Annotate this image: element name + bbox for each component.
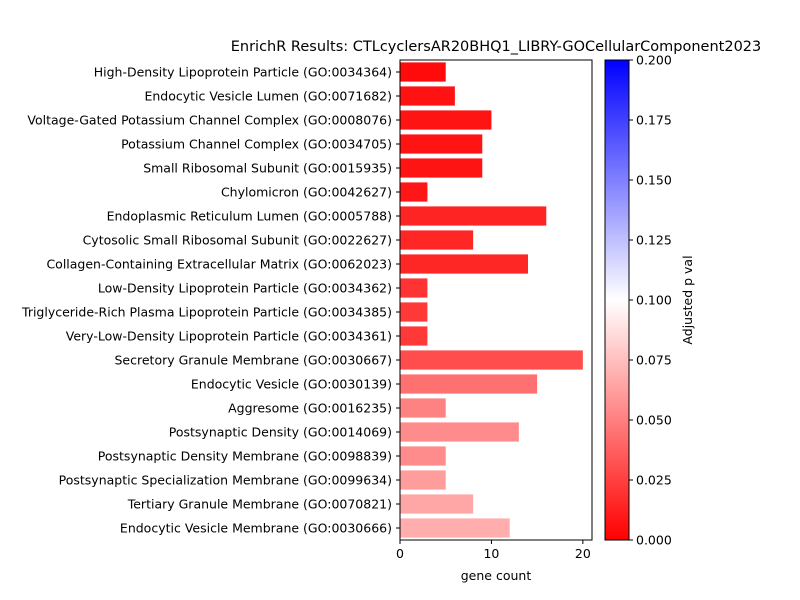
- bar-11: [400, 326, 428, 346]
- category-label-1: Endocytic Vesicle Lumen (GO:0071682): [144, 89, 392, 104]
- bar-2: [400, 110, 492, 130]
- bar-4: [400, 158, 483, 178]
- bar-19: [400, 518, 510, 538]
- bar-12: [400, 350, 583, 370]
- plot-frame: [399, 59, 593, 541]
- x-axis-label: gene count: [461, 568, 532, 583]
- colorbar-gradient: [604, 59, 630, 541]
- colorbar-tick-label-7: 0.175: [636, 113, 672, 128]
- bar-7: [400, 230, 474, 250]
- colorbar-tick-label-4: 0.100: [636, 293, 672, 308]
- x-tick-label-0: 0: [396, 546, 404, 561]
- category-label-3: Potassium Channel Complex (GO:0034705): [121, 137, 392, 152]
- category-label-4: Small Ribosomal Subunit (GO:0015935): [143, 161, 392, 176]
- bar-3: [400, 134, 483, 154]
- bar-9: [400, 278, 428, 298]
- colorbar-tick-label-3: 0.075: [636, 353, 672, 368]
- category-label-8: Collagen-Containing Extracellular Matrix…: [46, 257, 392, 272]
- category-labels: High-Density Lipoprotein Particle (GO:00…: [21, 65, 400, 536]
- chart-title: EnrichR Results: CTLcyclersAR20BHQ1_LIBR…: [231, 39, 762, 55]
- category-label-12: Secretory Granule Membrane (GO:0030667): [115, 353, 393, 368]
- bar-5: [400, 182, 428, 202]
- bar-6: [400, 206, 547, 226]
- bar-18: [400, 494, 474, 514]
- colorbar: 0.000 0.025 0.050 0.075 0.100 0.125 0.150 0.175…: [604, 53, 695, 548]
- category-label-5: Chylomicron (GO:0042627): [221, 185, 392, 200]
- bar-14: [400, 398, 446, 418]
- colorbar-ticks: 0.000 0.025 0.050 0.075 0.100 0.125 0.150 0.175…: [629, 53, 672, 548]
- bar-0: [400, 62, 446, 82]
- category-label-11: Very-Low-Density Lipoprotein Particle (G…: [66, 329, 392, 344]
- x-tick-label-1: 10: [483, 546, 499, 561]
- colorbar-tick-label-2: 0.050: [636, 413, 672, 428]
- bars-group: [400, 62, 583, 538]
- bar-10: [400, 302, 428, 322]
- category-label-19: Endocytic Vesicle Membrane (GO:0030666): [120, 521, 392, 536]
- bar-16: [400, 446, 446, 466]
- colorbar-tick-label-0: 0.000: [636, 533, 672, 548]
- bar-8: [400, 254, 528, 274]
- category-label-2: Voltage-Gated Potassium Channel Complex …: [27, 113, 392, 128]
- colorbar-tick-label-1: 0.025: [636, 473, 672, 488]
- colorbar-tick-label-6: 0.150: [636, 173, 672, 188]
- category-label-16: Postsynaptic Density Membrane (GO:009883…: [98, 449, 392, 464]
- colorbar-tick-label-8: 0.200: [636, 53, 672, 68]
- category-label-6: Endoplasmic Reticulum Lumen (GO:0005788): [107, 209, 392, 224]
- colorbar-label: Adjusted p val: [680, 255, 695, 344]
- x-axis: 0 10 20: [396, 540, 591, 561]
- category-label-10: Triglyceride-Rich Plasma Lipoprotein Par…: [21, 305, 392, 320]
- colorbar-tick-label-5: 0.125: [636, 233, 672, 248]
- category-label-13: Endocytic Vesicle (GO:0030139): [191, 377, 392, 392]
- category-label-17: Postsynaptic Specialization Membrane (GO…: [59, 473, 392, 488]
- category-label-14: Aggresome (GO:0016235): [228, 401, 392, 416]
- category-label-9: Low-Density Lipoprotein Particle (GO:003…: [98, 281, 392, 296]
- category-label-15: Postsynaptic Density (GO:0014069): [169, 425, 392, 440]
- category-label-18: Tertiary Granule Membrane (GO:0070821): [127, 497, 392, 512]
- x-tick-label-2: 20: [575, 546, 591, 561]
- bar-17: [400, 470, 446, 490]
- bar-13: [400, 374, 538, 394]
- bar-15: [400, 422, 519, 442]
- category-label-7: Cytosolic Small Ribosomal Subunit (GO:00…: [83, 233, 392, 248]
- category-label-0: High-Density Lipoprotein Particle (GO:00…: [94, 65, 392, 80]
- bar-1: [400, 86, 455, 106]
